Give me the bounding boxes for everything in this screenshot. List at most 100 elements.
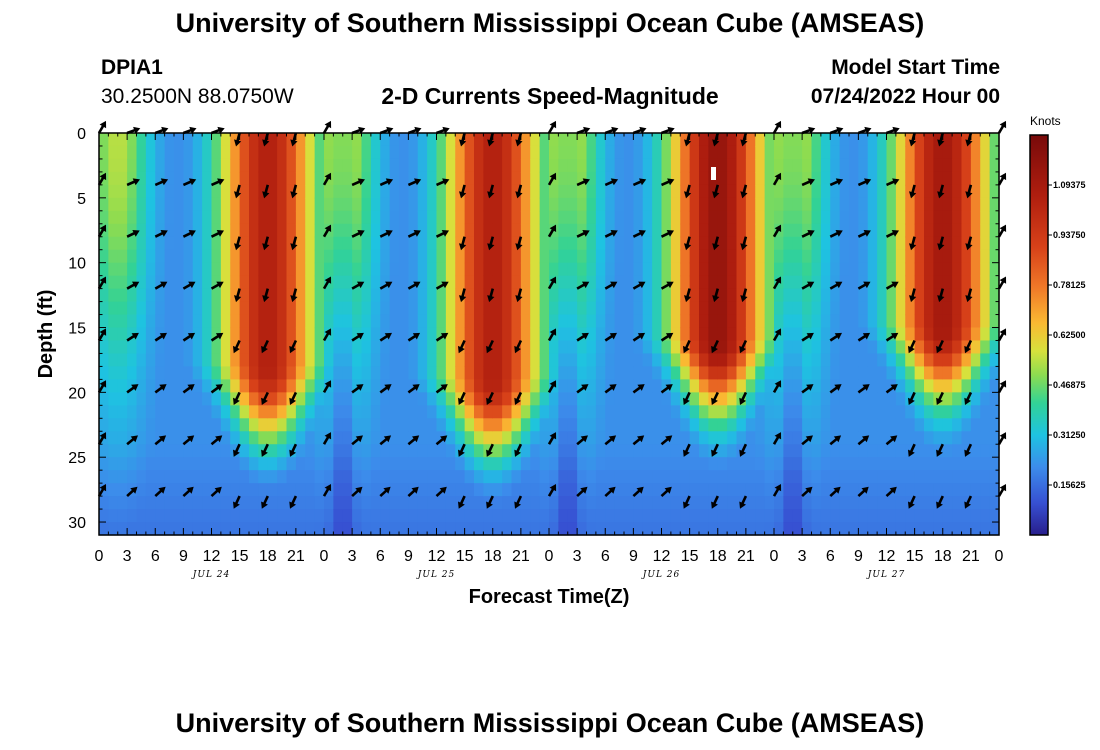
heatmap-cell [305, 483, 316, 497]
vector-head [386, 126, 394, 134]
vector-head [774, 172, 782, 181]
heatmap-cell [183, 405, 194, 419]
heatmap-cell [764, 171, 775, 186]
heatmap-cell [670, 249, 681, 264]
heatmap-cell [483, 405, 494, 419]
colorbar: Knots 0.156250.312500.468750.625000.7812… [1029, 114, 1086, 536]
heatmap-cell [99, 457, 109, 471]
heatmap-cell [295, 236, 306, 251]
heatmap-cell [633, 405, 644, 419]
heatmap-cell [877, 509, 888, 523]
heatmap-cell [699, 353, 709, 368]
heatmap-cell [324, 457, 334, 471]
heatmap-cell [117, 133, 128, 147]
heatmap-cell [520, 366, 531, 380]
vector-head [324, 120, 332, 129]
heatmap-cell [211, 223, 222, 238]
heatmap-cell [717, 145, 728, 160]
heatmap-cell [933, 275, 944, 290]
heatmap-cell [961, 197, 972, 212]
heatmap-cell [277, 353, 288, 368]
heatmap-cell [305, 158, 316, 173]
heatmap-cell [820, 418, 831, 432]
heatmap-cell [989, 366, 1000, 380]
heatmap-cell [305, 470, 316, 484]
vector-head [712, 191, 720, 199]
vector-head [835, 178, 844, 186]
heatmap-cell [652, 301, 663, 316]
heatmap-cell [661, 392, 672, 406]
heatmap-cell [933, 327, 944, 342]
heatmap-cell [989, 145, 1000, 160]
heatmap-cell [652, 431, 663, 445]
heatmap-cell [577, 145, 588, 160]
heatmap-cell [886, 236, 897, 251]
heatmap-cell [914, 340, 925, 355]
heatmap-cell [249, 392, 259, 406]
heatmap-cell [567, 145, 578, 160]
heatmap-cell [192, 444, 203, 458]
heatmap-cell [783, 158, 794, 173]
heatmap-cell [324, 522, 334, 536]
heatmap-cell [380, 223, 391, 238]
heatmap-cell [211, 262, 222, 277]
heatmap-cell [183, 262, 194, 277]
heatmap-cell [399, 145, 409, 160]
heatmap-cell [127, 301, 138, 316]
heatmap-cell [314, 288, 325, 303]
heatmap-cell [924, 483, 934, 497]
heatmap-cell [942, 470, 953, 484]
vector-head [835, 281, 843, 289]
heatmap-cell [661, 197, 672, 212]
heatmap-cell [389, 133, 400, 147]
heatmap-cell [352, 327, 363, 342]
x-tick-labels: 0 3 6 9 12 15 18 21 0 3 6 9 12 15 18 21 0 3 6 9 12 15 18 21 0 3 6 9… [95, 548, 1004, 565]
heatmap-cell [445, 184, 456, 199]
heatmap-cell [136, 184, 147, 199]
heatmap-cell [445, 509, 456, 523]
heatmap-cell [389, 340, 400, 355]
heatmap-cell [305, 275, 316, 290]
heatmap-cell [849, 288, 859, 303]
heatmap-cell [417, 379, 428, 393]
colorbar-label: 0.93750 [1053, 230, 1086, 240]
heatmap-cell [305, 340, 316, 355]
heatmap-cell [474, 314, 484, 329]
heatmap-cell [802, 236, 813, 251]
heatmap-cell [211, 340, 222, 355]
vector-head [215, 435, 223, 443]
vector-head [909, 243, 917, 251]
vector-head [711, 449, 718, 457]
heatmap-cell [295, 249, 306, 264]
heatmap-cell [614, 145, 625, 160]
heatmap-cell [961, 457, 972, 471]
heatmap-cell [445, 405, 456, 419]
heatmap-cell [455, 236, 466, 251]
heatmap-cell [370, 275, 381, 290]
heatmap-cell [108, 509, 119, 523]
heatmap-cell [474, 301, 484, 316]
heatmap-cell [970, 405, 981, 419]
heatmap-cell [567, 236, 578, 251]
heatmap-cell [989, 483, 1000, 497]
heatmap-cell [755, 444, 766, 458]
heatmap-cell [314, 236, 325, 251]
heatmap-cell [399, 210, 409, 225]
heatmap-cell [277, 171, 288, 186]
heatmap-cell [567, 223, 578, 238]
heatmap-cell [464, 236, 475, 251]
heatmap-cell [99, 392, 109, 406]
heatmap-cell [145, 522, 156, 536]
heatmap-cell [661, 418, 672, 432]
heatmap-cell [239, 223, 250, 238]
heatmap-cell [755, 197, 766, 212]
heatmap-cell [736, 327, 747, 342]
heatmap-cell [155, 288, 166, 303]
heatmap-cell [202, 509, 213, 523]
heatmap-cell [445, 483, 456, 497]
heatmap-cell [802, 184, 813, 199]
heatmap-cell [942, 405, 953, 419]
heatmap-cell [155, 133, 166, 147]
heatmap-cell [436, 366, 447, 380]
heatmap-cell [333, 288, 344, 303]
